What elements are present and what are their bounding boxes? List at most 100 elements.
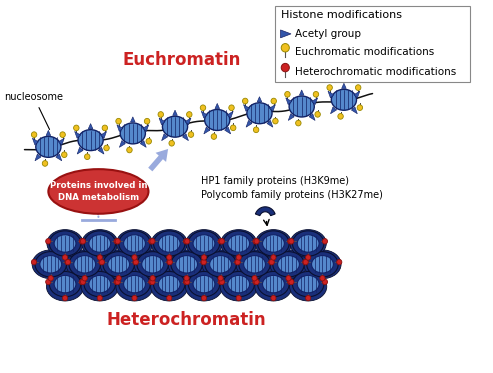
Circle shape bbox=[200, 105, 206, 110]
Ellipse shape bbox=[304, 250, 341, 279]
Circle shape bbox=[115, 279, 120, 285]
Circle shape bbox=[97, 255, 103, 260]
Circle shape bbox=[132, 255, 137, 260]
Ellipse shape bbox=[193, 275, 215, 293]
Circle shape bbox=[236, 255, 241, 260]
Polygon shape bbox=[101, 131, 106, 138]
Ellipse shape bbox=[186, 230, 222, 257]
Ellipse shape bbox=[54, 275, 76, 293]
Circle shape bbox=[201, 295, 207, 301]
Ellipse shape bbox=[258, 272, 289, 297]
Polygon shape bbox=[88, 123, 93, 129]
Circle shape bbox=[273, 118, 278, 124]
Circle shape bbox=[322, 279, 327, 285]
Circle shape bbox=[322, 239, 327, 244]
Circle shape bbox=[315, 112, 320, 117]
Polygon shape bbox=[281, 30, 291, 38]
Ellipse shape bbox=[236, 250, 273, 279]
Polygon shape bbox=[119, 141, 125, 147]
Circle shape bbox=[218, 279, 223, 285]
Polygon shape bbox=[56, 154, 62, 161]
Circle shape bbox=[82, 276, 87, 281]
Ellipse shape bbox=[66, 250, 104, 279]
Ellipse shape bbox=[82, 230, 118, 257]
Circle shape bbox=[201, 259, 206, 265]
Circle shape bbox=[219, 239, 224, 244]
Ellipse shape bbox=[103, 252, 135, 277]
Polygon shape bbox=[131, 117, 135, 122]
Ellipse shape bbox=[297, 235, 319, 252]
Ellipse shape bbox=[124, 235, 145, 252]
Ellipse shape bbox=[108, 256, 130, 273]
Ellipse shape bbox=[171, 252, 202, 277]
Ellipse shape bbox=[205, 252, 236, 277]
Ellipse shape bbox=[124, 275, 145, 293]
Ellipse shape bbox=[163, 116, 188, 137]
Circle shape bbox=[284, 91, 290, 97]
Circle shape bbox=[286, 276, 291, 281]
FancyArrowPatch shape bbox=[148, 149, 168, 171]
Polygon shape bbox=[225, 127, 231, 134]
Circle shape bbox=[167, 259, 173, 265]
Ellipse shape bbox=[223, 231, 254, 256]
Circle shape bbox=[79, 279, 84, 285]
Polygon shape bbox=[288, 114, 294, 120]
Circle shape bbox=[289, 239, 294, 244]
Ellipse shape bbox=[141, 256, 164, 273]
Ellipse shape bbox=[273, 252, 304, 277]
Polygon shape bbox=[143, 125, 149, 131]
Ellipse shape bbox=[202, 250, 239, 279]
Circle shape bbox=[253, 239, 258, 244]
Polygon shape bbox=[342, 83, 346, 88]
Circle shape bbox=[114, 239, 119, 244]
Circle shape bbox=[183, 279, 189, 285]
Ellipse shape bbox=[35, 252, 67, 277]
Ellipse shape bbox=[278, 256, 299, 273]
Polygon shape bbox=[255, 207, 275, 216]
Polygon shape bbox=[117, 125, 123, 131]
Circle shape bbox=[235, 259, 241, 265]
Circle shape bbox=[48, 276, 53, 281]
Ellipse shape bbox=[331, 89, 356, 110]
Polygon shape bbox=[74, 131, 81, 138]
Circle shape bbox=[254, 279, 259, 285]
Polygon shape bbox=[352, 107, 357, 114]
Ellipse shape bbox=[48, 169, 148, 214]
Ellipse shape bbox=[193, 235, 215, 252]
Polygon shape bbox=[141, 141, 146, 147]
Text: Histone modifications: Histone modifications bbox=[281, 10, 401, 19]
Ellipse shape bbox=[270, 250, 307, 279]
Circle shape bbox=[211, 134, 216, 140]
Circle shape bbox=[127, 147, 132, 153]
Circle shape bbox=[66, 259, 70, 265]
Ellipse shape bbox=[158, 235, 180, 252]
Circle shape bbox=[229, 105, 234, 110]
Circle shape bbox=[357, 105, 362, 110]
Circle shape bbox=[269, 259, 274, 265]
Ellipse shape bbox=[116, 272, 153, 301]
Ellipse shape bbox=[168, 250, 205, 279]
Polygon shape bbox=[204, 127, 210, 134]
Circle shape bbox=[73, 125, 79, 131]
Polygon shape bbox=[312, 98, 317, 104]
Polygon shape bbox=[46, 130, 51, 135]
Ellipse shape bbox=[188, 272, 220, 297]
Circle shape bbox=[65, 259, 70, 265]
Circle shape bbox=[32, 259, 36, 265]
Polygon shape bbox=[328, 91, 334, 98]
Ellipse shape bbox=[47, 230, 83, 257]
Circle shape bbox=[271, 255, 276, 260]
Text: nucleosome: nucleosome bbox=[4, 92, 64, 129]
Circle shape bbox=[296, 120, 301, 126]
Circle shape bbox=[150, 239, 155, 244]
Ellipse shape bbox=[49, 272, 81, 297]
Ellipse shape bbox=[239, 252, 270, 277]
Polygon shape bbox=[309, 114, 315, 120]
Ellipse shape bbox=[119, 272, 150, 297]
Circle shape bbox=[219, 279, 224, 285]
Ellipse shape bbox=[153, 231, 185, 256]
Circle shape bbox=[32, 132, 37, 138]
Polygon shape bbox=[227, 111, 233, 118]
Circle shape bbox=[184, 279, 190, 285]
Ellipse shape bbox=[307, 252, 338, 277]
